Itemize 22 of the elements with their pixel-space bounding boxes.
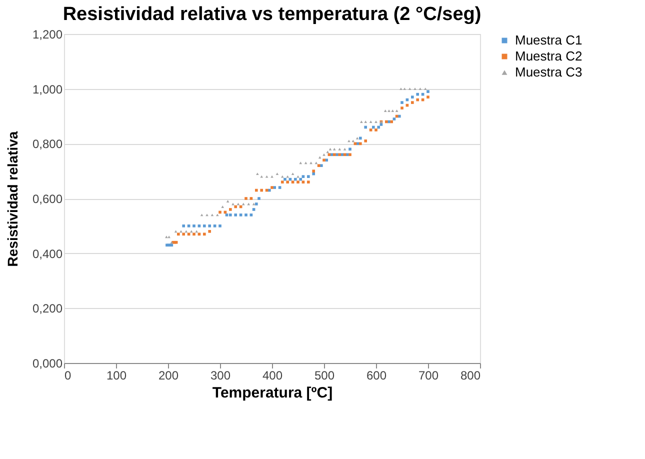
x-tick-label: 700 (418, 368, 439, 382)
y-tick-label: 1,200 (32, 28, 63, 42)
chart-title: Resistividad relativa vs temperatura (2 °C/seg) (62, 4, 482, 25)
y-tick-label: 0,000 (32, 356, 63, 370)
y-axis-title: Resistividad relativa (4, 131, 20, 267)
x-tick-label: 400 (262, 368, 283, 382)
y-tick-label: 1,000 (32, 82, 63, 96)
y-tick-label: 0,400 (32, 246, 63, 261)
x-tick-label: 800 (460, 368, 481, 382)
x-tick-label: 600 (366, 368, 387, 382)
x-tick-label: 200 (158, 368, 179, 382)
legend-label: Muestra C2 (515, 48, 582, 64)
y-tick-label: 0,200 (32, 302, 63, 316)
x-tick-label: 100 (106, 368, 127, 382)
legend-label: Muestra C1 (515, 32, 582, 48)
x-tick-label: 500 (314, 368, 335, 382)
legend-label: Muestra C3 (515, 64, 582, 80)
x-axis-title: Temperatura [ºC] (212, 384, 333, 402)
y-tick-label: 0,600 (32, 192, 63, 206)
x-tick-label: 0 (64, 368, 72, 382)
y-tick-label: 0,800 (32, 137, 63, 152)
x-tick-label: 300 (210, 368, 231, 382)
